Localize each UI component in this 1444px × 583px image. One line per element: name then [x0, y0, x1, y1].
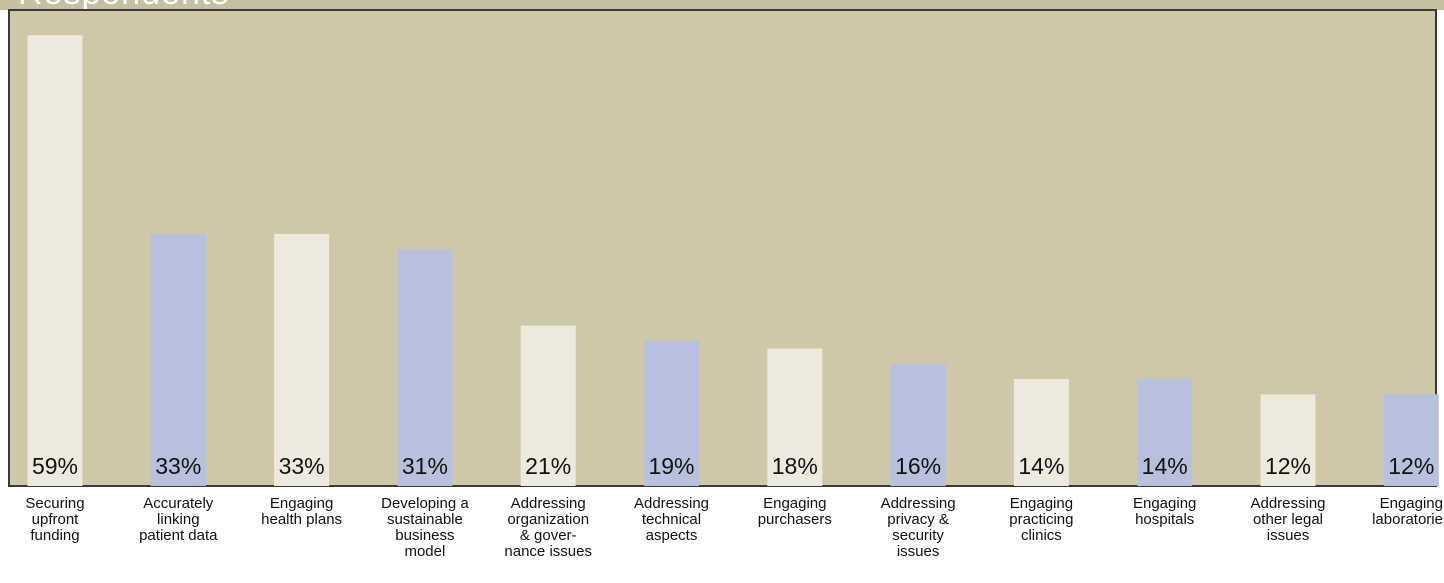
category-label-line: issues — [897, 543, 940, 560]
category-label-line: clinics — [1021, 527, 1062, 544]
bar-value-label: 19% — [648, 453, 694, 479]
bar — [1137, 379, 1193, 486]
category-label-line: model — [404, 543, 445, 560]
category-label-line: security — [892, 527, 944, 544]
bars-group — [27, 35, 1439, 486]
category-label-line: health plans — [261, 511, 342, 528]
bar-value-label: 21% — [525, 453, 571, 479]
category-label-line: linking — [157, 511, 200, 528]
bar-value-label: 18% — [772, 453, 818, 479]
bar — [1260, 394, 1316, 486]
bar — [890, 363, 946, 486]
category-label-line: Accurately — [143, 495, 214, 512]
bar-value-label: 12% — [1265, 453, 1311, 479]
bar — [1013, 379, 1069, 486]
bar-value-label: 16% — [895, 453, 941, 479]
category-label: Engaging purchasers — [758, 495, 832, 528]
category-label-line: upfront — [32, 511, 80, 528]
bar — [150, 233, 206, 486]
category-label-line: purchasers — [758, 511, 832, 528]
category-label-line: Engaging — [1010, 495, 1073, 512]
bar-value-label: 31% — [402, 453, 448, 479]
category-label-line: funding — [30, 527, 79, 544]
bar-value-label: 12% — [1388, 453, 1434, 479]
category-label-line: Engaging — [270, 495, 333, 512]
category-label-line: Developing a — [381, 495, 469, 512]
plot-area — [8, 9, 1437, 487]
category-label: Accurately linking patient data — [139, 495, 218, 544]
category-label-line: Addressing — [511, 495, 586, 512]
category-label: Addressing privacy & security issues — [881, 495, 956, 560]
bar-value-label: 14% — [1018, 453, 1064, 479]
bar — [520, 325, 576, 486]
category-label-line: technical — [642, 511, 701, 528]
bar-value-label: 59% — [32, 453, 78, 479]
bar — [1383, 394, 1439, 486]
category-label-line: organization — [507, 511, 589, 528]
category-label-line: Securing — [25, 495, 84, 512]
title-strip: Respondents — [0, 0, 1444, 10]
bar-value-label: 14% — [1142, 453, 1188, 479]
bar-value-label: 33% — [155, 453, 201, 479]
bar — [397, 249, 453, 486]
category-label: Developing a sustainable business model — [381, 495, 469, 560]
category-label-line: privacy & — [887, 511, 949, 528]
category-label-line: Addressing — [634, 495, 709, 512]
category-label-line: practicing — [1009, 511, 1073, 528]
category-label-line: patient data — [139, 527, 218, 544]
category-label: Addressing technical aspects — [634, 495, 709, 544]
category-label: Engaging practicing clinics — [1009, 495, 1073, 544]
category-label-line: Engaging — [763, 495, 826, 512]
category-label: Engaging health plans — [261, 495, 342, 528]
category-label-line: business — [395, 527, 454, 544]
category-label: Engaging hospitals — [1133, 495, 1196, 528]
category-label: Securing upfront funding — [25, 495, 84, 544]
bar — [644, 340, 699, 486]
category-label-line: issues — [1267, 527, 1310, 544]
category-label-line: Addressing — [1250, 495, 1325, 512]
category-label-line: hospitals — [1135, 511, 1194, 528]
category-label: Engaging laboratories — [1372, 495, 1444, 528]
category-label-line: laboratories — [1372, 511, 1444, 528]
category-label: Addressing organization & gover-nance issu… — [504, 495, 592, 560]
category-label-line: nance issues — [504, 543, 592, 560]
chart-title: Respondents — [18, 0, 229, 10]
value-labels-group: 59% 33% 33% 31% 21% 19% 18% 16% 14% 14% 12% 12% — [32, 453, 1434, 479]
bar — [274, 233, 330, 486]
category-label-line: other legal — [1253, 511, 1323, 528]
category-label-line: aspects — [646, 527, 698, 544]
category-label-line: sustainable — [387, 511, 463, 528]
category-label-line: & gover- — [520, 527, 577, 544]
category-label-line: Addressing — [881, 495, 956, 512]
category-label-line: Engaging — [1380, 495, 1443, 512]
bar — [27, 35, 83, 486]
bar-value-label: 33% — [279, 453, 325, 479]
bar — [767, 348, 823, 486]
category-label-line: Engaging — [1133, 495, 1196, 512]
category-label: Addressing other legal issues — [1250, 495, 1325, 544]
